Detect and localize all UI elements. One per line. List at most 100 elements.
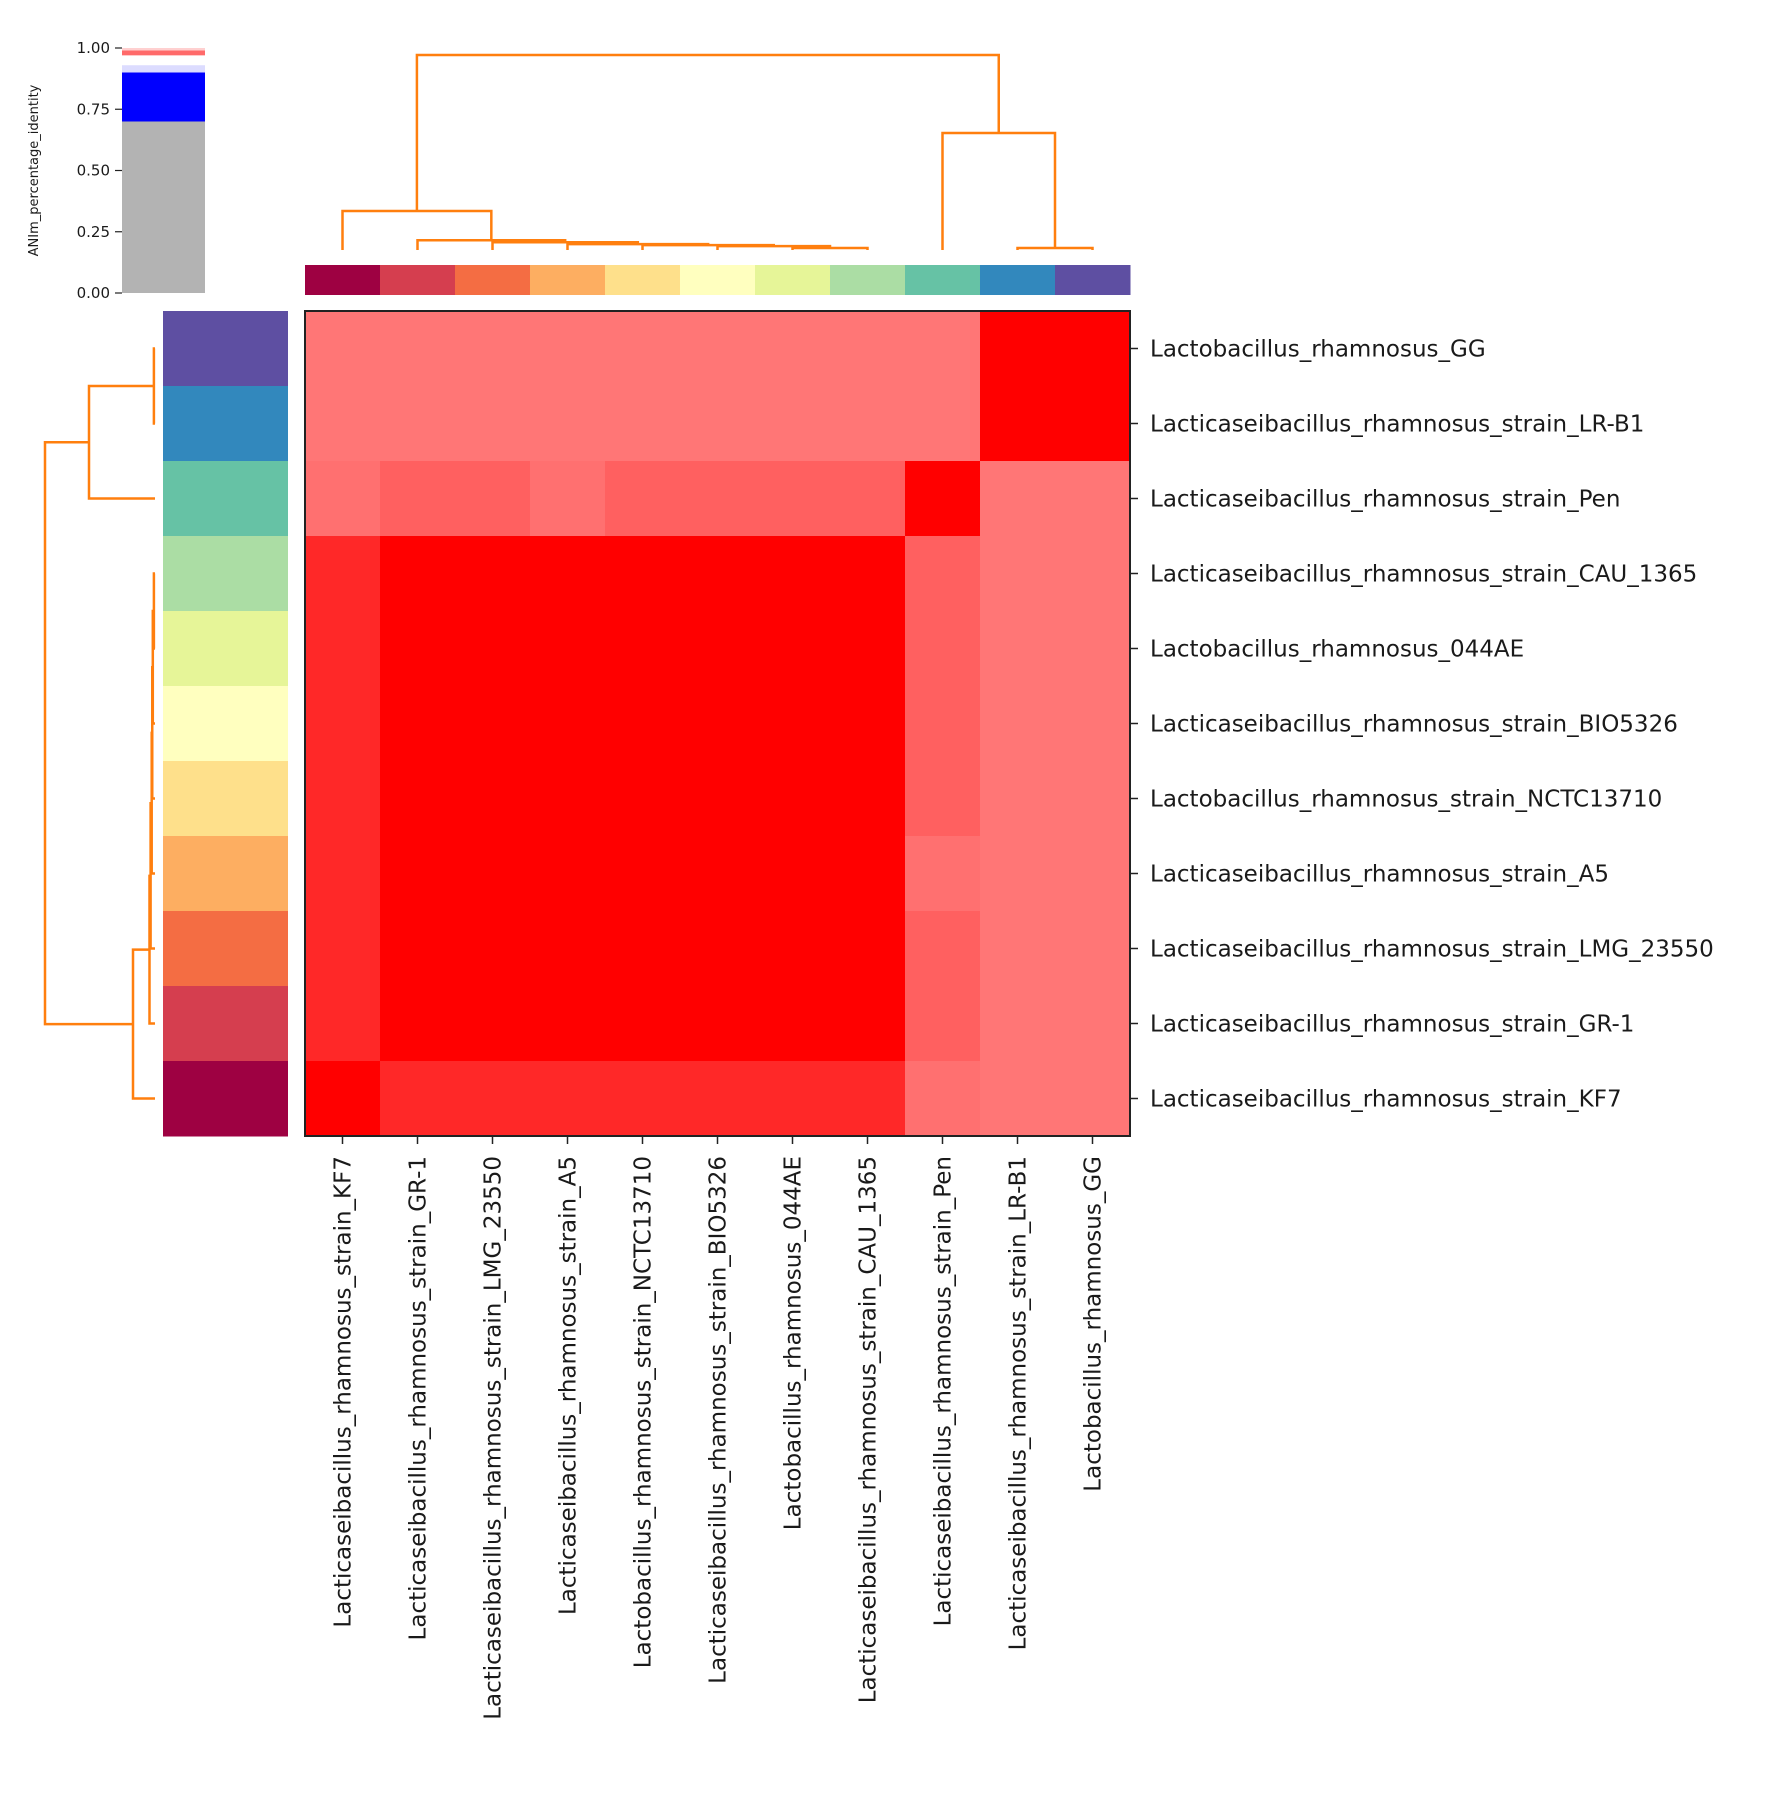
- heatmap-cell: [380, 536, 456, 612]
- heatmap-cell: [830, 1061, 906, 1137]
- heatmap-cell: [380, 311, 456, 387]
- row-label: Lacticaseibacillus_rhamnosus_strain_GR-1: [1150, 1012, 1634, 1038]
- colorbar-segment: [122, 50, 205, 56]
- column-group-swatch: [680, 265, 756, 295]
- heatmap-cell: [980, 611, 1056, 687]
- colorbar: 0.00 0.25 0.50 0.75 1.00 ANIm_percentage_iden…: [27, 39, 205, 302]
- heatmap-cell: [830, 536, 906, 612]
- heatmap-cell: [605, 986, 681, 1062]
- heatmap-cell: [380, 836, 456, 912]
- heatmap-cell: [755, 536, 831, 612]
- heatmap-cell: [680, 986, 756, 1062]
- row-label: Lacticaseibacillus_rhamnosus_strain_A5: [1150, 862, 1609, 888]
- heatmap-cell: [1055, 911, 1131, 987]
- colorbar-tick-label: 0.75: [77, 100, 110, 118]
- heatmap-cell: [530, 386, 606, 462]
- heatmap-cell: [680, 386, 756, 462]
- column-label: Lactobacillus_rhamnosus_strain_NCTC13710: [631, 1156, 657, 1668]
- column-group-swatch: [380, 265, 456, 295]
- heatmap-cell: [530, 611, 606, 687]
- row-dendrogram: [43, 347, 156, 1100]
- row-group-swatch: [163, 311, 288, 387]
- heatmap-cell: [455, 386, 531, 462]
- heatmap-cell: [755, 686, 831, 762]
- heatmap-cell: [830, 311, 906, 387]
- heatmap-cell: [305, 536, 381, 612]
- column-dendrogram: [341, 53, 1094, 250]
- heatmap-cell: [905, 536, 981, 612]
- heatmap-cell: [530, 686, 606, 762]
- column-group-swatch: [980, 265, 1056, 295]
- heatmap-cell: [680, 836, 756, 912]
- column-label: Lacticaseibacillus_rhamnosus_strain_Pen: [931, 1156, 957, 1626]
- row-group-swatch: [163, 761, 288, 837]
- row-group-swatch: [163, 1061, 288, 1137]
- row-group-swatch: [163, 911, 288, 987]
- heatmap-matrix: [304, 310, 1131, 1137]
- column-group-swatch: [455, 265, 531, 295]
- heatmap-cell: [455, 761, 531, 837]
- heatmap-cell: [830, 761, 906, 837]
- dendrogram-link: [43, 441, 133, 1026]
- heatmap-cell: [905, 836, 981, 912]
- dendrogram-link: [941, 131, 1057, 250]
- heatmap-cell: [530, 536, 606, 612]
- row-label: Lacticaseibacillus_rhamnosus_strain_LR-B…: [1150, 412, 1644, 438]
- dendrogram-link: [491, 240, 640, 250]
- colorbar-label: ANIm_percentage_identity: [27, 84, 42, 256]
- column-label: Lacticaseibacillus_rhamnosus_strain_LR-B…: [1006, 1156, 1032, 1650]
- heatmap-cell: [1055, 1061, 1131, 1137]
- heatmap-cell: [455, 986, 531, 1062]
- heatmap-cell: [605, 386, 681, 462]
- column-group-swatch: [605, 265, 681, 295]
- colorbar-tick-label: 0.00: [77, 284, 110, 302]
- row-group-swatch: [163, 686, 288, 762]
- heatmap-cell: [905, 986, 981, 1062]
- row-group-swatch: [163, 386, 288, 462]
- column-group-swatch: [755, 265, 831, 295]
- column-group-swatch: [830, 265, 906, 295]
- dendrogram-link: [152, 572, 156, 650]
- heatmap-cell: [755, 986, 831, 1062]
- heatmap-cell: [830, 611, 906, 687]
- heatmap-cell: [980, 986, 1056, 1062]
- heatmap-cell: [980, 386, 1056, 462]
- heatmap-cell: [455, 536, 531, 612]
- heatmap-cell: [755, 386, 831, 462]
- dendrogram-link: [641, 243, 775, 250]
- heatmap-cell: [530, 461, 606, 537]
- row-label: Lacticaseibacillus_rhamnosus_strain_BIO5…: [1150, 712, 1678, 738]
- heatmap-cell: [755, 836, 831, 912]
- heatmap-cell: [530, 986, 606, 1062]
- column-label: Lacticaseibacillus_rhamnosus_strain_LMG_…: [481, 1156, 507, 1720]
- heatmap-cell: [605, 536, 681, 612]
- heatmap-cell: [530, 911, 606, 987]
- colorbar-segment: [122, 65, 205, 73]
- heatmap-cell: [680, 461, 756, 537]
- heatmap-cell: [1055, 461, 1131, 537]
- heatmap-cell: [980, 911, 1056, 987]
- column-label: Lacticaseibacillus_rhamnosus_strain_GR-1: [406, 1156, 432, 1640]
- row-label: Lacticaseibacillus_rhamnosus_strain_KF7: [1150, 1087, 1622, 1113]
- heatmap-cell: [830, 461, 906, 537]
- heatmap-cell: [605, 311, 681, 387]
- heatmap-cell: [830, 386, 906, 462]
- heatmap-cell: [980, 761, 1056, 837]
- heatmap-cell: [380, 1061, 456, 1137]
- heatmap-cell: [755, 461, 831, 537]
- colorbar-segment: [122, 121, 205, 293]
- heatmap-cell: [1055, 836, 1131, 912]
- row-label: Lacticaseibacillus_rhamnosus_strain_LMG_…: [1150, 937, 1714, 963]
- heatmap-cell: [680, 761, 756, 837]
- colorbar-segment: [122, 48, 205, 51]
- heatmap-cell: [380, 986, 456, 1062]
- heatmap-cell: [680, 611, 756, 687]
- column-label: Lacticaseibacillus_rhamnosus_strain_BIO5…: [706, 1156, 732, 1684]
- heatmap-cell: [530, 761, 606, 837]
- row-group-swatch: [163, 461, 288, 537]
- row-color-strip: [163, 311, 288, 1137]
- dendrogram-link: [152, 347, 156, 425]
- colorbar-tick-label: 0.50: [77, 162, 110, 180]
- column-group-swatch: [305, 265, 381, 295]
- heatmap-cell: [755, 1061, 831, 1137]
